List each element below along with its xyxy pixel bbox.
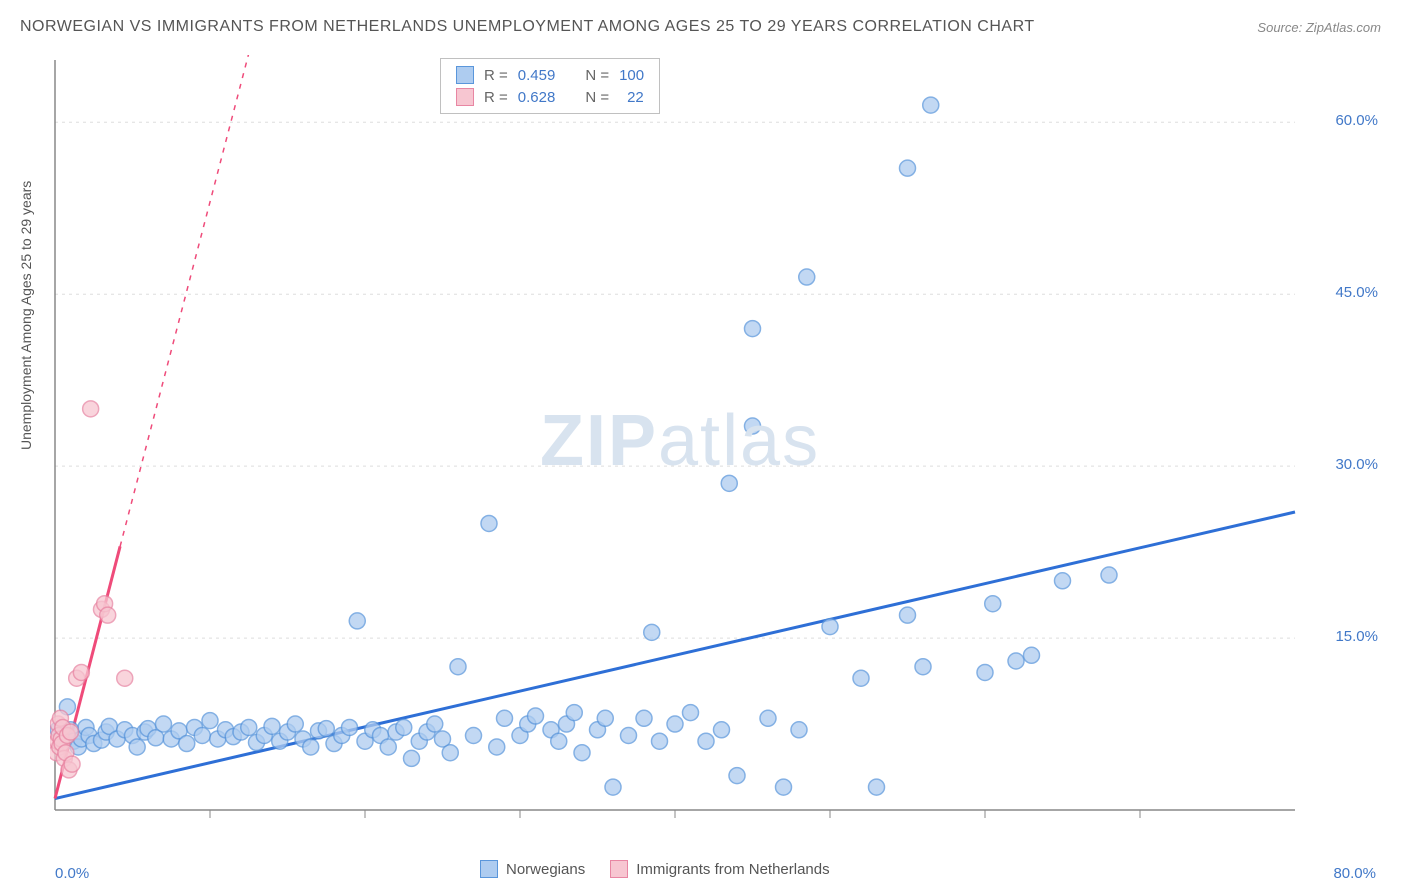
legend-swatch-pink-icon [610, 860, 628, 878]
legend-item-1: Norwegians [480, 860, 585, 878]
x-axis-max-label: 80.0% [1333, 865, 1376, 882]
r-label-2: R = [484, 89, 508, 106]
n-value-1: 100 [619, 67, 644, 84]
legend-label-2: Immigrants from Netherlands [636, 861, 829, 878]
r-label-1: R = [484, 67, 508, 84]
legend-swatch-blue-icon [480, 860, 498, 878]
r-value-2: 0.628 [518, 89, 556, 106]
n-value-2: 22 [627, 89, 644, 106]
source-attribution: Source: ZipAtlas.com [1257, 20, 1381, 35]
stats-row-1: R = 0.459 N = 100 [456, 64, 644, 86]
legend-label-1: Norwegians [506, 861, 585, 878]
y-tick-label: 30.0% [1335, 456, 1378, 473]
swatch-pink-icon [456, 88, 474, 106]
n-label-1: N = [585, 67, 609, 84]
n-label-2: N = [585, 89, 609, 106]
source-value: ZipAtlas.com [1306, 20, 1381, 35]
x-axis-min-label: 0.0% [55, 865, 89, 882]
swatch-blue-icon [456, 66, 474, 84]
stats-legend-box: R = 0.459 N = 100 R = 0.628 N = 22 [440, 58, 660, 114]
stats-row-2: R = 0.628 N = 22 [456, 86, 644, 108]
chart-title: NORWEGIAN VS IMMIGRANTS FROM NETHERLANDS… [20, 18, 1035, 36]
source-label: Source: [1257, 20, 1302, 35]
watermark-light: atlas [658, 401, 820, 481]
y-axis-label: Unemployment Among Ages 25 to 29 years [18, 181, 34, 450]
r-value-1: 0.459 [518, 67, 556, 84]
legend-item-2: Immigrants from Netherlands [610, 860, 829, 878]
y-tick-label: 45.0% [1335, 284, 1378, 301]
bottom-legend: Norwegians Immigrants from Netherlands [480, 860, 830, 878]
watermark: ZIPatlas [540, 400, 820, 482]
y-tick-label: 15.0% [1335, 628, 1378, 645]
watermark-bold: ZIP [540, 401, 658, 481]
y-tick-label: 60.0% [1335, 112, 1378, 129]
